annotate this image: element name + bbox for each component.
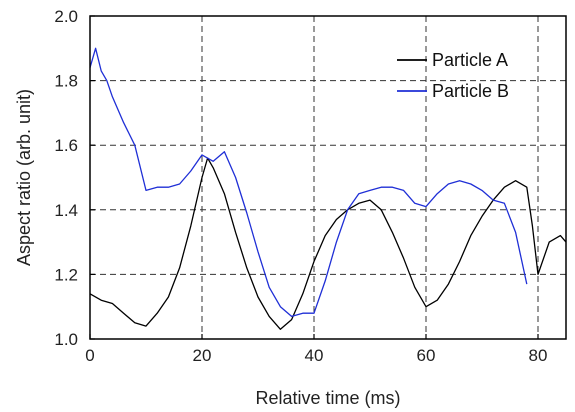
series-line-particle-b [89, 47, 528, 318]
x-tick-label: 80 [529, 346, 548, 365]
y-tick-label: 2.0 [54, 7, 78, 26]
y-tick-label: 1.0 [54, 330, 78, 349]
y-tick-label: 1.2 [54, 265, 78, 284]
series-line-particle-a [89, 157, 567, 330]
x-axis-title: Relative time (ms) [255, 388, 400, 408]
plot-frame [89, 15, 567, 340]
x-tick-label: 20 [193, 346, 212, 365]
y-axis-title: Aspect ratio (arb. unit) [14, 89, 34, 266]
legend-label: Particle B [432, 81, 509, 101]
legend-label: Particle A [432, 50, 508, 70]
series-lines [89, 47, 567, 330]
x-tick-label: 60 [417, 346, 436, 365]
y-tick-label: 1.4 [54, 201, 78, 220]
y-tick-label: 1.6 [54, 136, 78, 155]
y-tick-label: 1.8 [54, 72, 78, 91]
legend: Particle A Particle B [397, 50, 509, 101]
x-tick-label: 40 [305, 346, 324, 365]
axis-ticks: 0 20 40 60 80 1.0 1.2 1.4 1.6 1.8 2.0 [54, 7, 547, 365]
x-tick-label: 0 [85, 346, 94, 365]
